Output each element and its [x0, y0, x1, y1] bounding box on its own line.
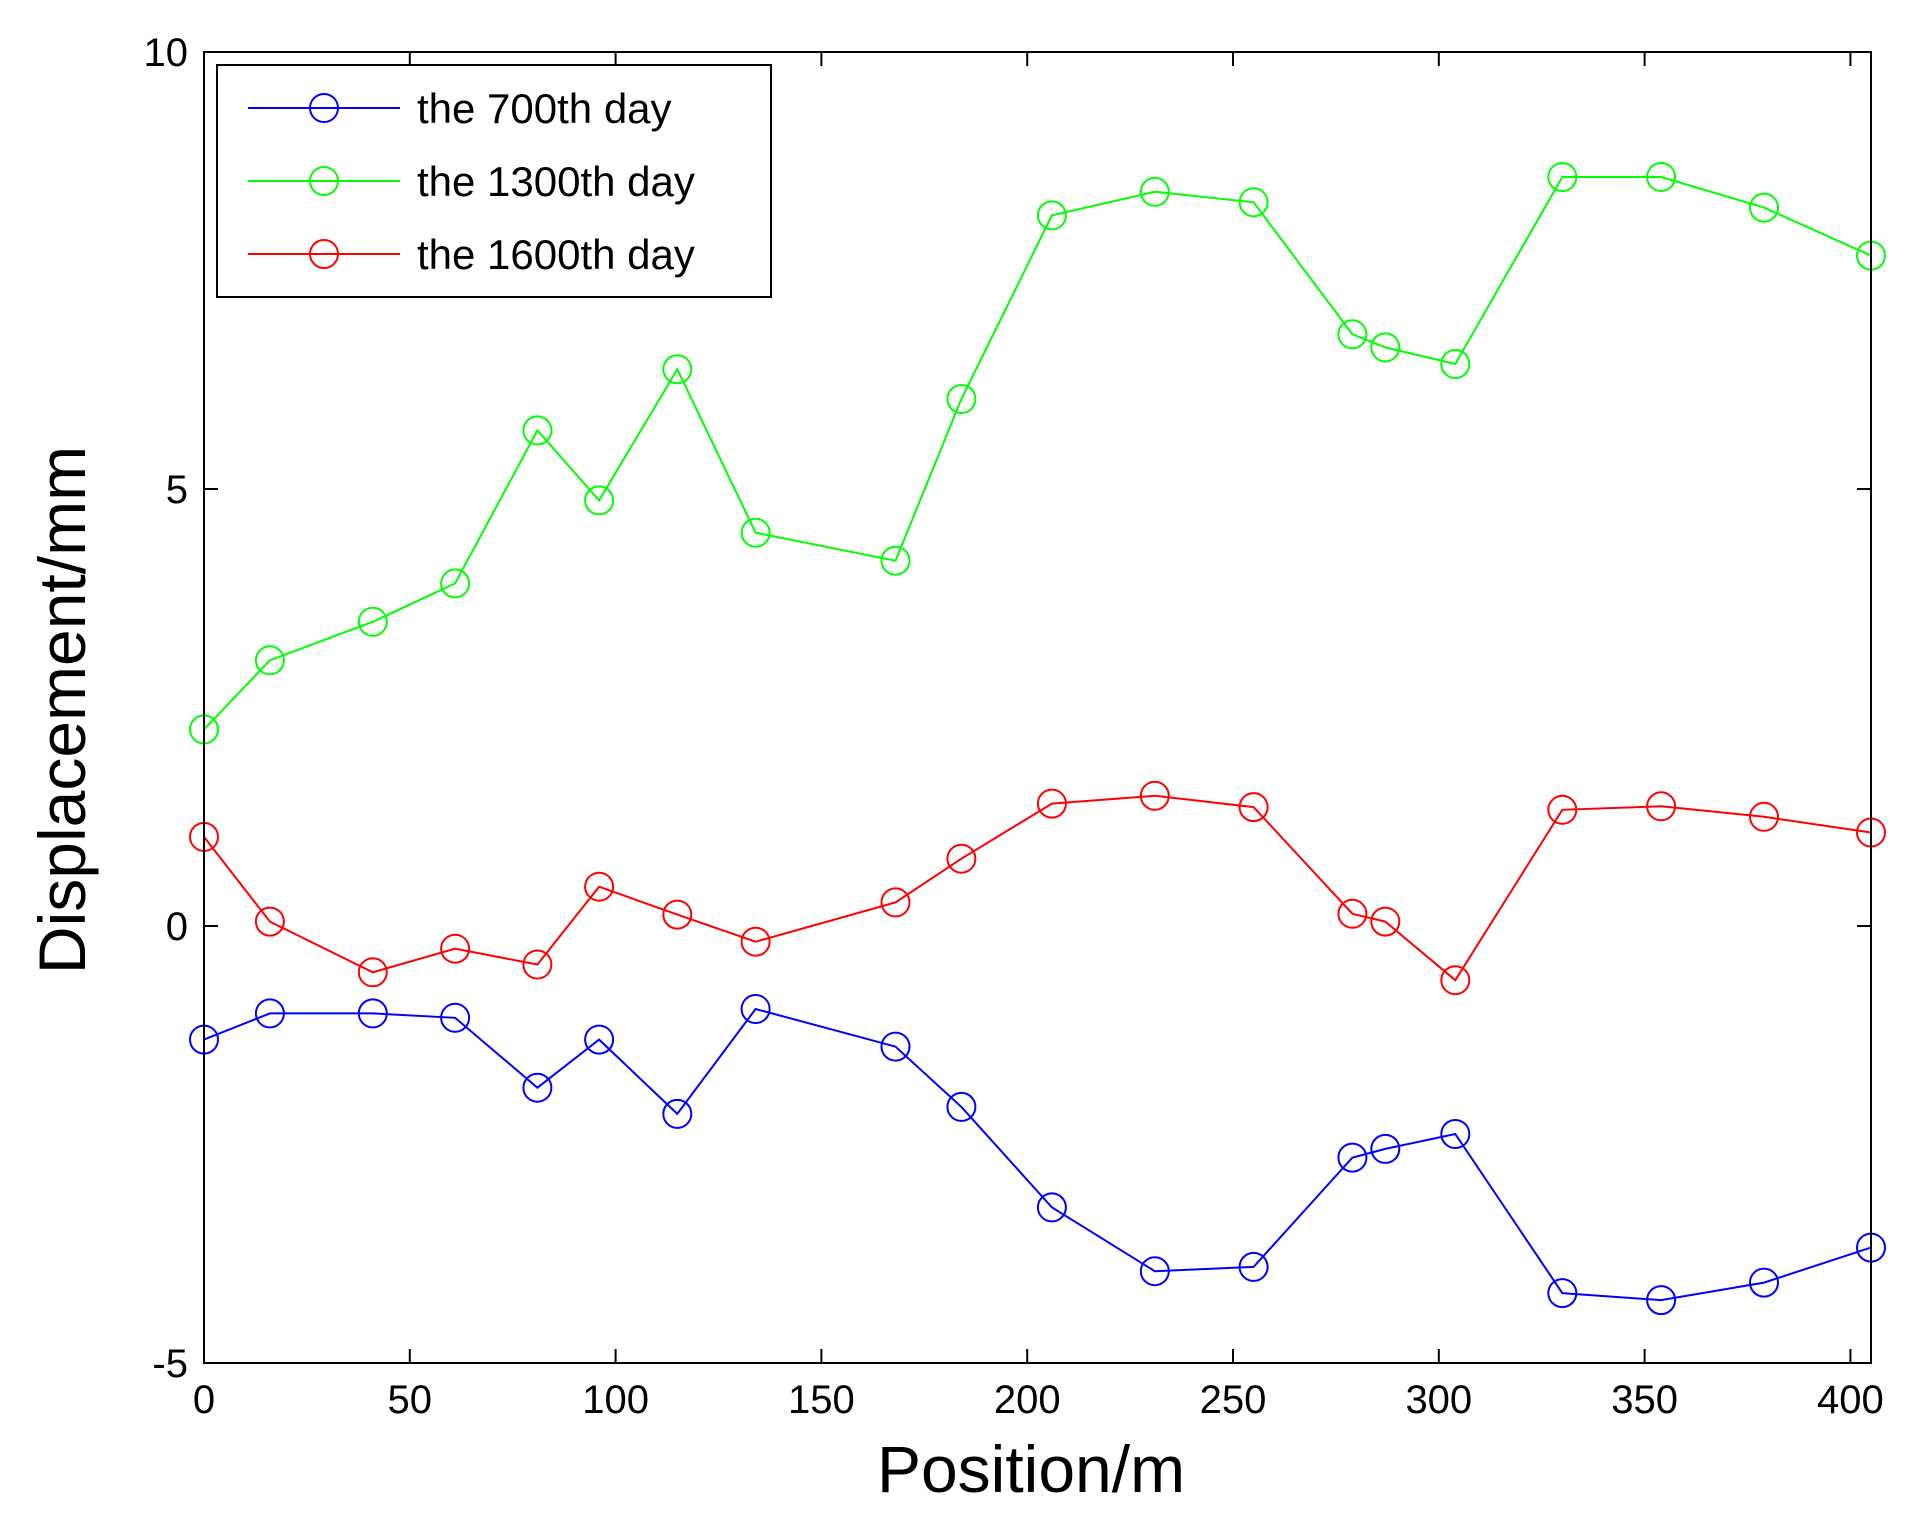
data-point	[522, 415, 553, 446]
data-point	[1646, 162, 1677, 192]
x-tick-label: 150	[788, 1378, 855, 1422]
data-point	[740, 517, 771, 548]
data-point	[1749, 192, 1779, 223]
data-point	[1440, 1119, 1471, 1149]
data-point	[357, 957, 388, 988]
data-point	[880, 887, 911, 918]
data-point	[440, 933, 471, 964]
data-point	[1370, 332, 1401, 363]
legend-marker	[309, 166, 339, 196]
data-point	[880, 1031, 911, 1062]
data-point	[1646, 791, 1677, 822]
data-point	[1036, 1192, 1067, 1223]
data-point	[662, 1098, 693, 1129]
x-tick-label: 50	[388, 1378, 433, 1422]
data-point	[440, 1002, 471, 1033]
legend-label: the 700th day	[417, 85, 672, 132]
data-point	[1238, 792, 1269, 823]
x-tick-label: 200	[994, 1378, 1061, 1422]
data-point	[357, 606, 388, 637]
data-point	[357, 998, 388, 1029]
legend-label: the 1300th day	[417, 158, 695, 205]
data-point	[1749, 801, 1779, 832]
data-point	[1139, 176, 1170, 207]
data-point	[1440, 349, 1471, 379]
data-point	[1337, 898, 1368, 929]
series-2	[189, 162, 1886, 745]
data-point	[1139, 1256, 1170, 1287]
data-point	[946, 843, 977, 874]
data-point	[1337, 1142, 1368, 1173]
data-point	[1036, 200, 1067, 231]
legend: the 700th day the 1300th day the 1600th da…	[216, 64, 772, 298]
data-point	[1749, 1267, 1779, 1298]
plot-frame	[203, 51, 1872, 1364]
data-point	[1370, 906, 1401, 937]
data-point	[1238, 1251, 1269, 1282]
data-point	[584, 1024, 615, 1055]
series-line	[203, 176, 1872, 731]
data-point	[946, 384, 977, 414]
x-tick-label: 100	[582, 1378, 649, 1422]
data-point	[1547, 1278, 1578, 1309]
series-line	[203, 1007, 1872, 1302]
data-point	[254, 645, 285, 676]
data-point	[1547, 162, 1578, 192]
data-point	[1646, 1285, 1677, 1316]
data-point	[440, 568, 471, 599]
data-point	[584, 871, 615, 902]
y-tick-label: -5	[152, 1342, 188, 1386]
legend-item-2: the 1300th day	[248, 158, 695, 205]
data-point	[662, 354, 693, 385]
data-point	[1370, 1133, 1401, 1164]
x-tick-label: 400	[1817, 1378, 1884, 1422]
legend-label: the 1600th day	[417, 231, 695, 278]
data-point	[1139, 780, 1170, 811]
x-tick-label: 350	[1611, 1378, 1678, 1422]
data-point	[1036, 788, 1067, 819]
data-point	[946, 1091, 977, 1122]
x-tick-label: 0	[193, 1378, 215, 1422]
y-axis-title: Displacement/mm	[25, 446, 99, 974]
y-tick-label: 10	[144, 31, 189, 75]
legend-marker	[309, 93, 339, 123]
data-point	[662, 899, 693, 930]
legend-item-3: the 1600th day	[248, 231, 695, 278]
legend-marker	[309, 239, 339, 269]
data-point	[1238, 187, 1269, 218]
data-point	[740, 926, 771, 957]
data-point	[1337, 319, 1368, 350]
y-tick-label: 0	[166, 905, 188, 949]
data-point	[1547, 794, 1578, 825]
y-tick-label: 5	[166, 468, 188, 512]
data-point	[522, 1072, 553, 1103]
x-axis-title: Position/m	[877, 1432, 1185, 1506]
x-tick-label: 300	[1405, 1378, 1472, 1422]
data-point	[522, 949, 553, 980]
data-point	[254, 998, 285, 1029]
legend-item-1: the 700th day	[248, 85, 672, 132]
data-point	[584, 485, 615, 516]
data-point	[1440, 965, 1471, 996]
data-point	[254, 906, 285, 937]
data-point	[740, 994, 771, 1024]
data-point	[880, 545, 911, 576]
x-tick-label: 250	[1200, 1378, 1267, 1422]
